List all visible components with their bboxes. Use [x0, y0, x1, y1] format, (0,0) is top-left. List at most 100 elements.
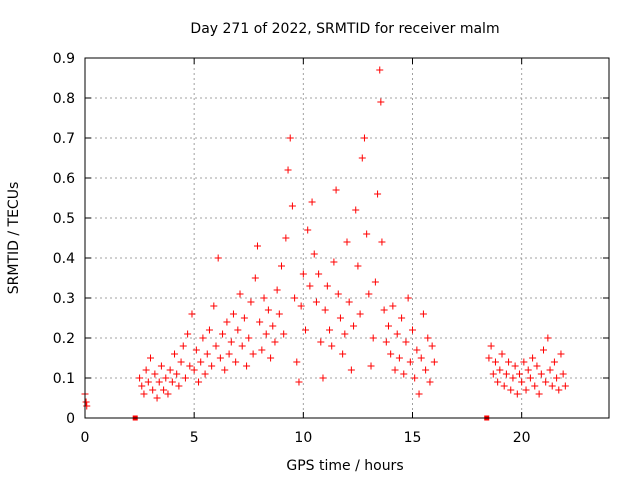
data-point	[537, 370, 545, 378]
data-point	[221, 366, 229, 374]
data-point	[155, 378, 163, 386]
data-point	[356, 310, 364, 318]
data-point	[513, 390, 521, 398]
data-point	[505, 358, 513, 366]
data-point	[195, 378, 203, 386]
data-point	[295, 378, 303, 386]
data-point	[164, 390, 172, 398]
x-tick-label: 20	[513, 430, 531, 446]
data-point	[144, 378, 152, 386]
data-point	[496, 366, 504, 374]
data-point	[190, 366, 198, 374]
data-point	[491, 358, 499, 366]
data-point	[280, 330, 288, 338]
data-point	[485, 354, 493, 362]
data-point	[426, 378, 434, 386]
data-point	[162, 374, 170, 382]
data-point	[419, 310, 427, 318]
data-point	[544, 334, 552, 342]
data-point	[535, 390, 543, 398]
y-axis-label: SRMTID / TECUs	[6, 182, 22, 295]
data-point	[315, 270, 323, 278]
x-tick-label: 15	[404, 430, 422, 446]
data-point	[258, 346, 266, 354]
y-tick-label: 0.9	[53, 51, 75, 67]
data-point	[136, 374, 144, 382]
data-point	[82, 398, 90, 406]
data-point	[208, 362, 216, 370]
data-point	[251, 274, 259, 282]
data-point	[393, 330, 401, 338]
data-point	[526, 374, 534, 382]
data-point	[168, 378, 176, 386]
data-point	[339, 350, 347, 358]
data-point	[225, 350, 233, 358]
data-point	[212, 342, 220, 350]
data-point	[487, 342, 495, 350]
data-point	[273, 286, 281, 294]
data-point	[352, 206, 360, 214]
data-point	[413, 346, 421, 354]
data-point	[310, 250, 318, 258]
data-point	[216, 354, 224, 362]
data-point	[229, 310, 237, 318]
data-point	[188, 310, 196, 318]
data-point	[240, 314, 248, 322]
data-point	[389, 302, 397, 310]
y-tick-label: 0.1	[53, 371, 75, 387]
data-point	[299, 270, 307, 278]
data-point	[171, 350, 179, 358]
data-point	[321, 306, 329, 314]
data-point	[306, 282, 314, 290]
data-point	[214, 254, 222, 262]
data-point	[345, 298, 353, 306]
data-point	[267, 354, 275, 362]
data-point	[376, 66, 384, 74]
data-point	[498, 350, 506, 358]
data-point	[284, 166, 292, 174]
y-tick-label: 0.4	[53, 251, 75, 267]
data-point	[341, 330, 349, 338]
data-point	[201, 370, 209, 378]
data-point	[197, 358, 205, 366]
y-tick-label: 0.8	[53, 91, 75, 107]
data-point	[275, 310, 283, 318]
data-point	[330, 258, 338, 266]
data-point	[533, 362, 541, 370]
data-point	[286, 134, 294, 142]
data-point	[308, 198, 316, 206]
data-point	[424, 334, 432, 342]
data-point	[559, 370, 567, 378]
data-point	[243, 362, 251, 370]
data-point	[151, 370, 159, 378]
data-point	[271, 338, 279, 346]
data-point	[297, 302, 305, 310]
data-point	[219, 330, 227, 338]
data-point	[391, 366, 399, 374]
data-point	[199, 334, 207, 342]
points-layer	[81, 66, 569, 421]
data-point	[377, 98, 385, 106]
x-tick-label: 0	[81, 430, 90, 446]
data-point	[354, 262, 362, 270]
data-point	[387, 350, 395, 358]
y-tick-label: 0.7	[53, 131, 75, 147]
data-point	[140, 390, 148, 398]
data-point	[350, 322, 358, 330]
data-point	[138, 382, 146, 390]
data-point	[371, 278, 379, 286]
data-point	[360, 134, 368, 142]
data-point	[210, 302, 218, 310]
data-point	[175, 382, 183, 390]
data-point	[422, 366, 430, 374]
data-point	[406, 358, 414, 366]
data-point	[304, 226, 312, 234]
data-point	[326, 326, 334, 334]
data-point	[509, 374, 517, 382]
data-point	[557, 350, 565, 358]
x-axis-label: GPS time / hours	[286, 458, 403, 474]
data-point	[522, 386, 530, 394]
data-point	[542, 378, 550, 386]
data-point	[515, 370, 523, 378]
